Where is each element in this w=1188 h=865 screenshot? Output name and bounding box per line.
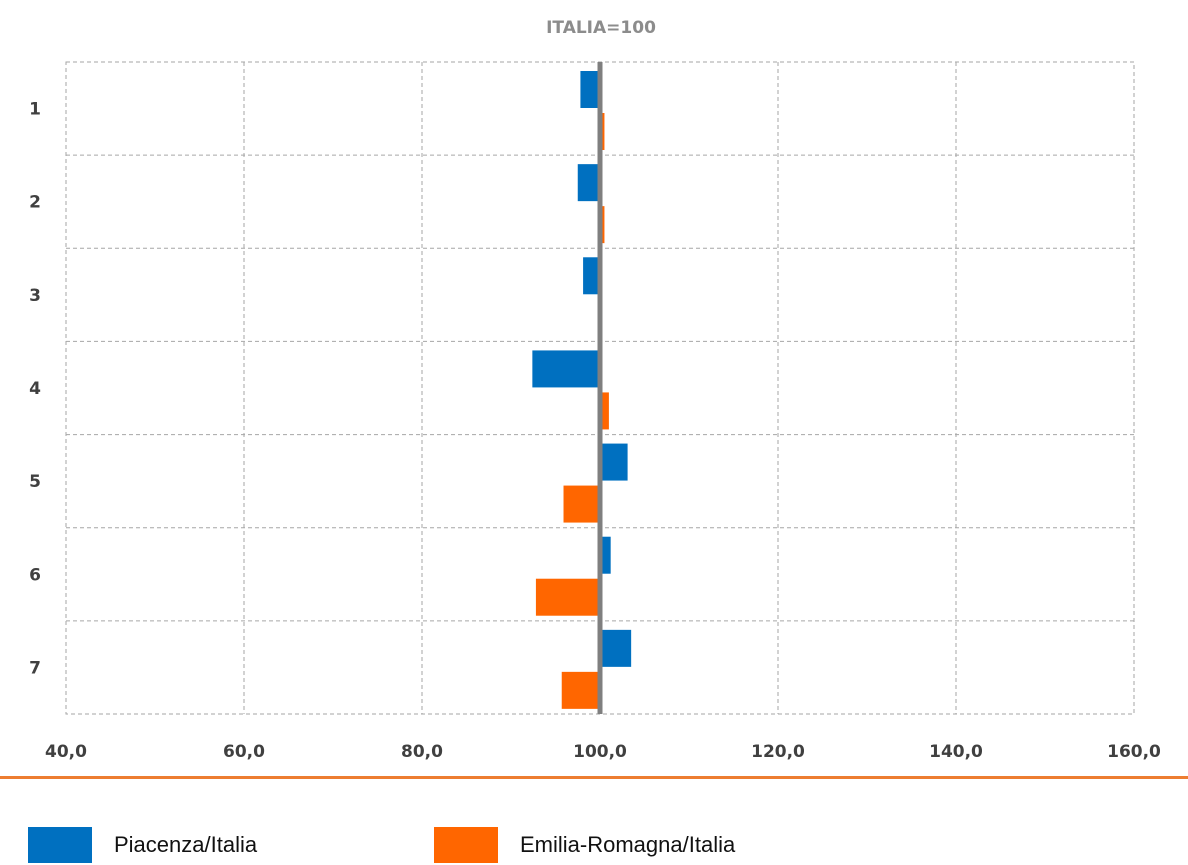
bar-piacenza: [577, 164, 600, 202]
legend-label-emilia-romagna: Emilia-Romagna/Italia: [520, 831, 736, 857]
bar-piacenza: [600, 443, 628, 481]
category-label: 5: [29, 472, 41, 492]
bar-emilia-romagna: [561, 671, 600, 709]
x-tick-label: 60,0: [223, 742, 265, 762]
x-tick-label: 100,0: [573, 742, 627, 762]
x-tick-label: 160,0: [1107, 742, 1161, 762]
x-tick-label: 140,0: [929, 742, 983, 762]
bar-emilia-romagna: [535, 578, 600, 616]
bar-piacenza: [583, 257, 600, 295]
x-tick-label: 40,0: [45, 742, 87, 762]
x-tick-label: 80,0: [401, 742, 443, 762]
category-label: 6: [29, 565, 41, 585]
bar-piacenza: [580, 71, 600, 108]
legend-label-piacenza: Piacenza/Italia: [114, 831, 258, 857]
bar-piacenza: [532, 350, 600, 388]
category-label: 7: [29, 658, 41, 678]
category-label: 1: [29, 100, 41, 120]
x-tick-label: 120,0: [751, 742, 805, 762]
legend-item-emilia-romagna: Emilia-Romagna/Italia: [434, 824, 735, 865]
bar-piacenza: [600, 536, 611, 574]
category-label: 4: [29, 379, 41, 399]
chart-title: ITALIA=100: [546, 18, 656, 38]
legend-item-piacenza: Piacenza/Italia: [28, 824, 257, 865]
divider-line: [0, 776, 1188, 779]
bar-emilia-romagna: [563, 485, 600, 523]
bars: [532, 71, 632, 709]
bar-emilia-romagna: [600, 392, 609, 430]
category-label: 2: [29, 193, 41, 213]
legend-swatch-emilia-romagna: [434, 826, 498, 863]
category-label: 3: [29, 286, 41, 306]
legend-swatch-piacenza: [28, 826, 92, 863]
bar-piacenza: [600, 629, 632, 667]
x-tick-labels: 40,0 60,0 80,0 100,0 120,0 140,0 160,0: [45, 742, 1161, 762]
category-labels: 1 2 3 4 5 6 7: [29, 100, 41, 679]
chart: ITALIA=100 1 2 3 4 5 6 7 40,0 60,0 80,0 100,0 120,…: [29, 18, 1161, 762]
